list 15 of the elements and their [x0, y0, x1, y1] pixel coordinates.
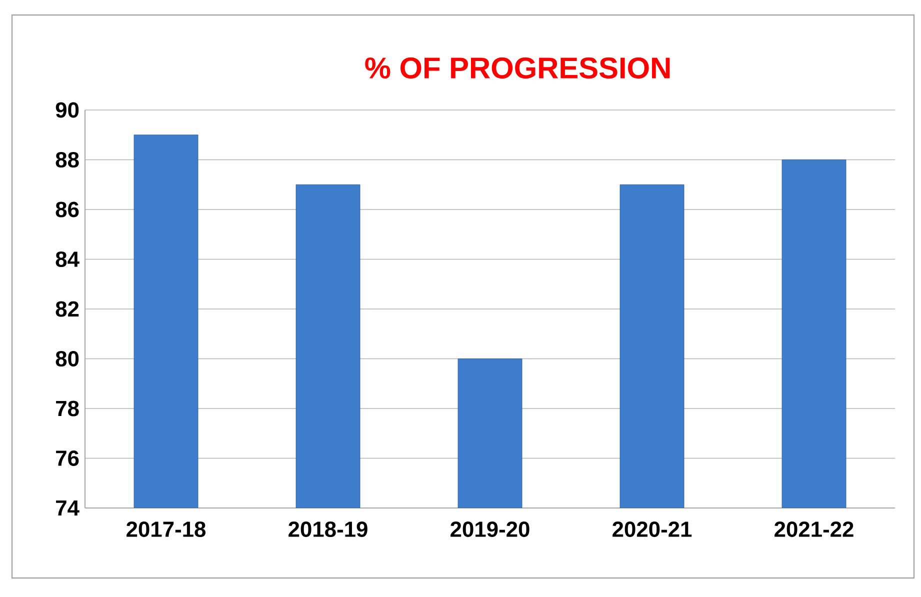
y-tick-label: 86: [56, 202, 79, 218]
y-tick-label: 80: [56, 350, 79, 366]
x-tick-label: 2020-21: [612, 521, 692, 538]
y-tick-label: 90: [56, 102, 79, 118]
x-tick-label: 2019-20: [450, 521, 530, 538]
y-tick-label: 74: [56, 500, 80, 516]
x-tick-label: 2017-18: [126, 521, 206, 538]
x-tick-label: 2021-22: [774, 521, 854, 538]
chart-title: % OF PROGRESSION: [365, 57, 670, 79]
y-tick-label: 84: [56, 251, 80, 267]
y-tick-label: 76: [56, 450, 79, 466]
y-tick-label: 82: [56, 301, 79, 317]
y-tick-label: 88: [56, 152, 79, 168]
y-tick-label: 78: [56, 400, 79, 416]
x-tick-label: 2018-19: [288, 521, 368, 538]
